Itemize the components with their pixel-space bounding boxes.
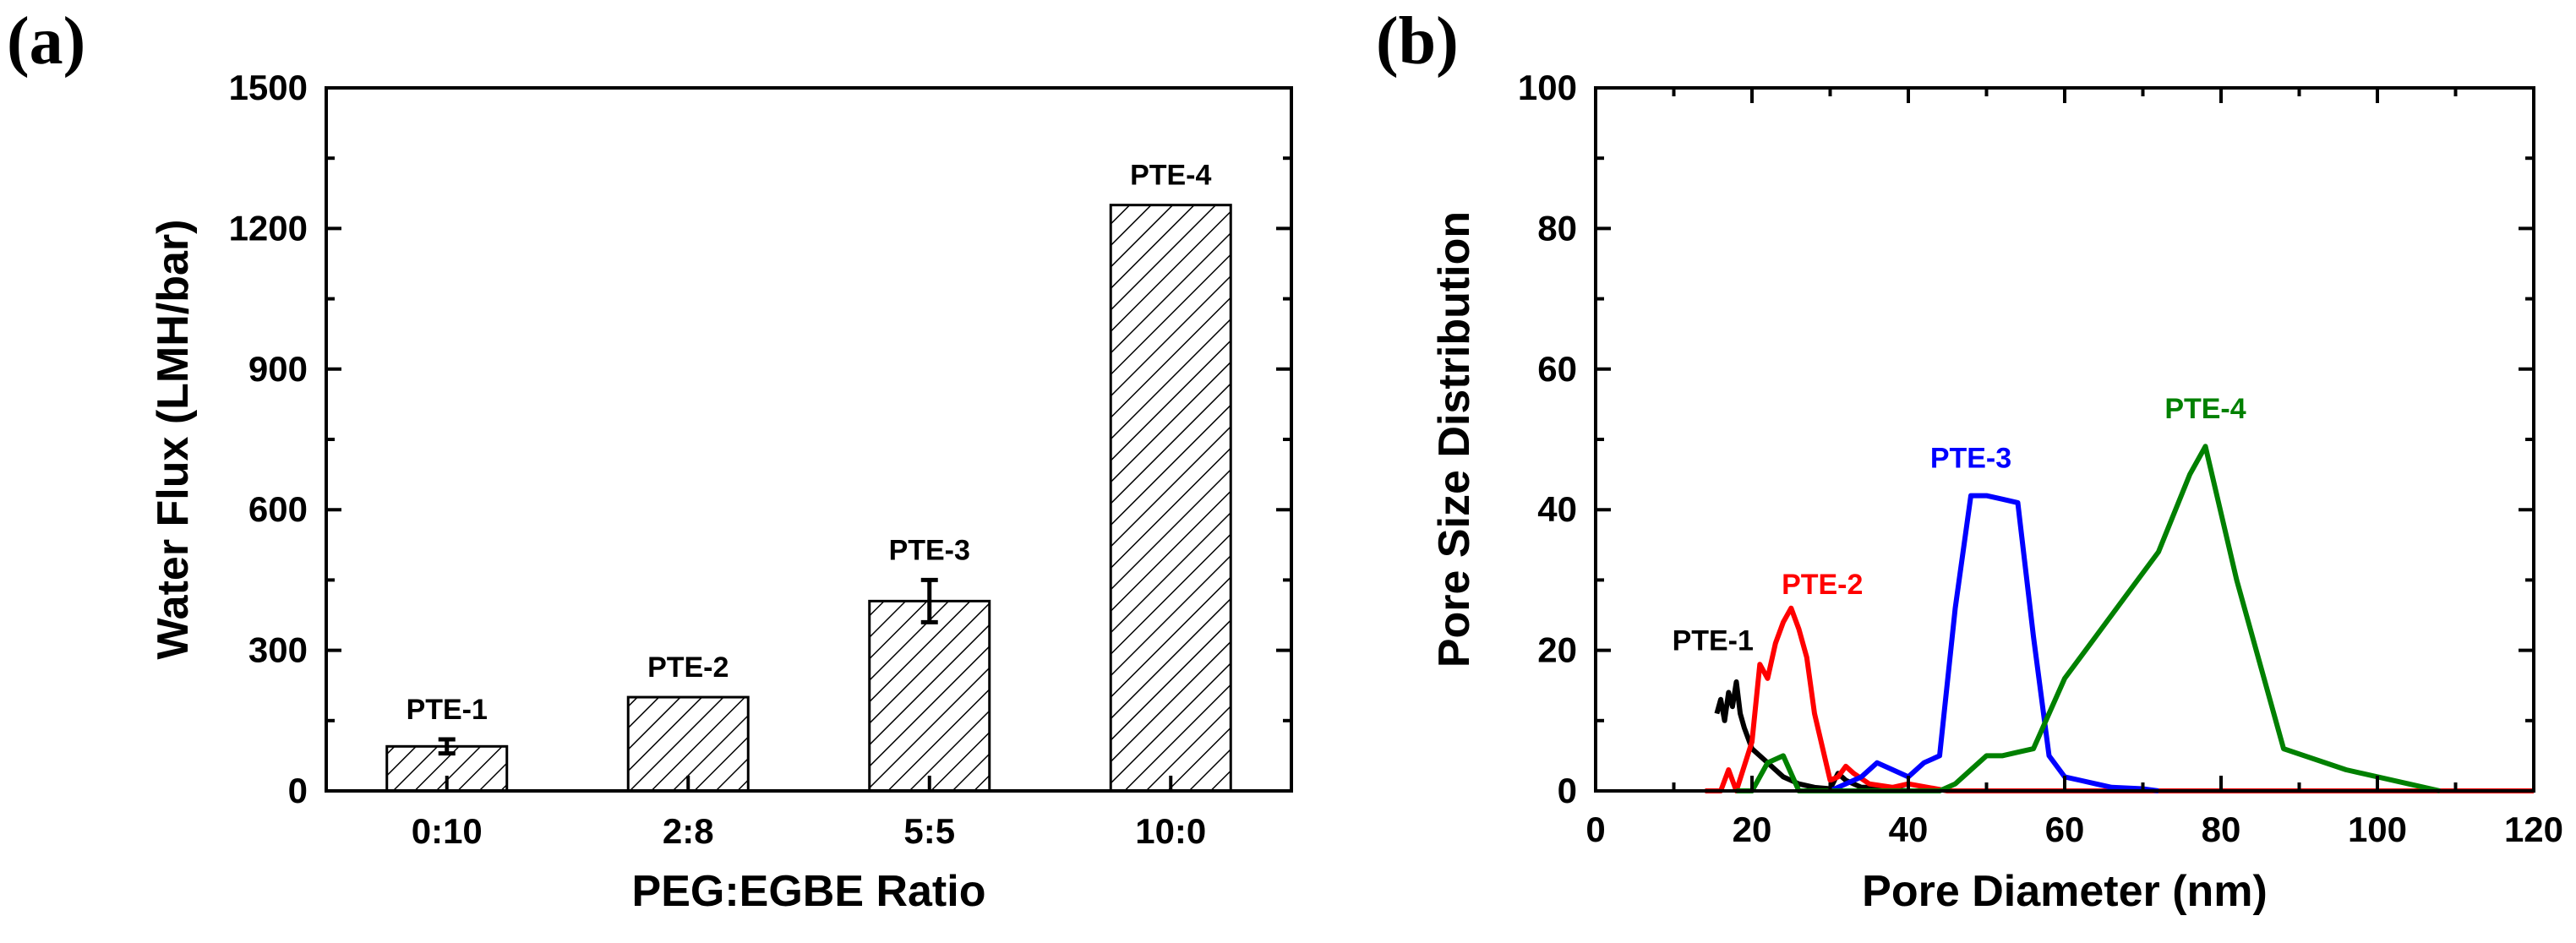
panel-a-y-tick-label: 300 (248, 630, 308, 670)
panel-a-bar-chart: (a) Water Flux (LMH/bar) PEG:EGBE Ratio … (7, 4, 1293, 916)
panel-a-bar-label: PTE-4 (1130, 160, 1211, 192)
panel-b-y-axis-title: Pore Size Distribution (1430, 211, 1479, 668)
panel-b-series-label: PTE-4 (2164, 393, 2246, 425)
panel-a-y-tick-label: 1500 (229, 68, 308, 107)
panel-a-y-tick-label: 1200 (229, 208, 308, 248)
panel-a-label: (a) (7, 4, 85, 79)
panel-a-y-tick-label: 900 (248, 349, 308, 389)
panel-b-y-tick-label: 0 (1558, 771, 1577, 810)
panel-a-x-tick-label: 5:5 (903, 811, 955, 851)
panel-b-y-tick-label: 80 (1537, 208, 1577, 248)
panel-b-x-tick-label: 20 (1733, 809, 1772, 849)
panel-a-bar (626, 695, 750, 793)
panel-b-y-tick-label: 20 (1537, 630, 1577, 670)
panel-a-y-tick-label: 600 (248, 489, 308, 529)
panel-a-bar-label: PTE-2 (647, 651, 729, 684)
panel-b-label: (b) (1376, 4, 1459, 79)
panel-b-series-line-pte-3 (1829, 493, 2159, 793)
panel-b-x-axis-title: Pore Diameter (nm) (1862, 867, 2268, 916)
panel-b-y-tick-label: 60 (1537, 349, 1577, 389)
panel-a-bar-label: PTE-3 (889, 534, 970, 566)
panel-b-x-tick-label: 60 (2045, 809, 2085, 849)
panel-b-series-line-pte-2 (1705, 605, 2534, 793)
panel-b-x-tick-label: 80 (2202, 809, 2241, 849)
panel-b-series-label: PTE-1 (1673, 625, 1754, 657)
panel-a-bar (868, 599, 991, 793)
panel-a-x-axis-title: PEG:EGBE Ratio (632, 867, 986, 916)
panel-a-y-tick-label: 0 (288, 771, 308, 810)
panel-b-series-line-pte-4 (1736, 444, 2441, 793)
panel-a-x-tick-label: 2:8 (663, 811, 714, 851)
panel-b-series-label: PTE-2 (1782, 569, 1863, 601)
panel-b-x-tick-label: 40 (1889, 809, 1929, 849)
panel-b-series-line-pte-1 (1714, 679, 1909, 793)
panel-b-series-label: PTE-3 (1930, 442, 2011, 474)
panel-a-y-axis-title: Water Flux (LMH/bar) (149, 220, 198, 660)
panel-b-x-tick-label: 100 (2348, 809, 2407, 849)
panel-b-y-tick-label: 40 (1537, 489, 1577, 529)
panel-a-x-tick-label: 0:10 (412, 811, 483, 851)
panel-a-bar (1109, 204, 1232, 793)
panel-b-x-tick-label: 120 (2504, 809, 2563, 849)
panel-a-x-tick-label: 10:0 (1135, 811, 1206, 851)
panel-b-x-tick-label: 0 (1585, 809, 1605, 849)
panel-a-bar-label: PTE-1 (407, 694, 488, 726)
panel-b-line-chart: (b) Pore Size Distribution Pore Diameter… (1376, 4, 2563, 916)
panel-b-y-tick-label: 100 (1518, 68, 1577, 107)
